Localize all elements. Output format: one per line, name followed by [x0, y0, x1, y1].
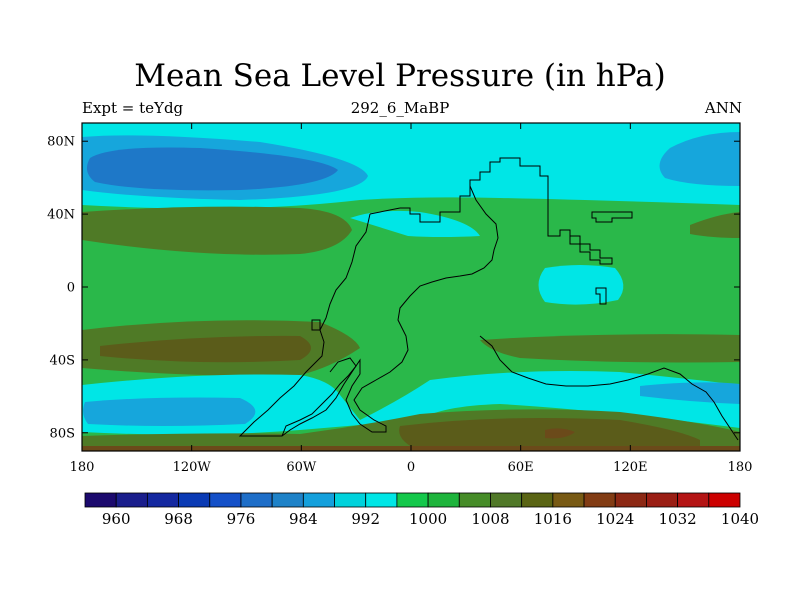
- colorbar-swatch: [146, 492, 179, 508]
- colorbar-swatch: [583, 492, 616, 508]
- equatorial-cyan-patch: [538, 265, 624, 305]
- colorbar-swatch: [490, 492, 523, 508]
- north-coast-cyan: [350, 210, 480, 237]
- season-label: ANN: [704, 99, 742, 117]
- colorbar-swatch: [209, 492, 242, 508]
- experiment-label: Expt = teYdg: [82, 99, 184, 117]
- south-coast-outline: [479, 335, 739, 441]
- colorbar-swatch: [365, 492, 398, 508]
- colorbar-swatch: [396, 492, 429, 508]
- colorbar-label: 984: [289, 510, 318, 528]
- colorbar-swatch: [708, 492, 741, 508]
- north-east-high: [690, 212, 740, 238]
- colorbar-swatch: [115, 492, 148, 508]
- lon-tick-label: 60W: [286, 460, 317, 475]
- north-east-low: [659, 132, 740, 186]
- lat-tick-label: 40S: [50, 353, 75, 368]
- islands-outline: [311, 287, 607, 331]
- colorbar: 960 968 976 984 992 1000 1008 1016 1024 1032 1040: [84, 492, 759, 528]
- pressure-field: [82, 123, 740, 451]
- colorbar-swatch: [427, 492, 460, 508]
- colorbar-label: 1000: [409, 510, 447, 528]
- colorbar-swatch: [458, 492, 491, 508]
- period-label: 292_6_MaBP: [350, 99, 450, 117]
- colorbar-label: 1016: [534, 510, 572, 528]
- lon-tick-label: 120W: [173, 460, 212, 475]
- colorbar-swatch: [178, 492, 211, 508]
- colorbar-label: 1024: [596, 510, 634, 528]
- colorbar-label: 1032: [659, 510, 697, 528]
- southern-low-east: [640, 382, 740, 404]
- colorbar-label: 992: [351, 510, 380, 528]
- colorbar-swatch: [677, 492, 710, 508]
- central-landmass-outline: [238, 185, 499, 437]
- colorbar-label: 960: [102, 510, 131, 528]
- colorbar-swatch: [302, 492, 335, 508]
- continent-outlines: [238, 157, 739, 441]
- lon-tick-label: 0: [407, 460, 415, 475]
- lon-tick-label: 180: [70, 460, 95, 475]
- colorbar-swatch: [552, 492, 585, 508]
- colorbar-swatch: [521, 492, 554, 508]
- colorbar-swatch: [334, 492, 367, 508]
- colorbar-swatch: [240, 492, 273, 508]
- colorbar-swatch: [271, 492, 304, 508]
- north-high-belt: [82, 206, 352, 255]
- colorbar-swatch: [84, 492, 117, 508]
- australia-like-outline: [591, 211, 633, 223]
- south-high-core-west: [100, 335, 311, 363]
- lon-tick-label: 60E: [508, 460, 534, 475]
- colorbar-label: 1008: [471, 510, 509, 528]
- lon-tick-label: 180: [728, 460, 753, 475]
- colorbar-label: 1040: [721, 510, 759, 528]
- south-peninsula-outline: [281, 357, 357, 437]
- lon-tick-label: 120E: [613, 460, 647, 475]
- south-high-belt-east: [480, 334, 740, 363]
- colorbar-label: 976: [227, 510, 256, 528]
- southern-low-west: [83, 397, 256, 426]
- north-west-low-core: [86, 147, 338, 191]
- map-axes: 80N 40N 0 40S 80S 180 120W 60W 0 60E 120E 180: [47, 123, 752, 475]
- lat-tick-label: 80S: [50, 426, 75, 441]
- africa-eurasia-outline: [400, 157, 613, 265]
- lat-tick-label: 80N: [47, 135, 75, 150]
- map-title: Mean Sea Level Pressure (in hPa): [134, 58, 666, 94]
- colorbar-swatch: [646, 492, 679, 508]
- colorbar-swatch: [614, 492, 647, 508]
- lat-tick-label: 0: [67, 281, 75, 296]
- lat-tick-label: 40N: [47, 208, 75, 223]
- antarctic-high-core: [545, 428, 575, 439]
- colorbar-label: 968: [164, 510, 193, 528]
